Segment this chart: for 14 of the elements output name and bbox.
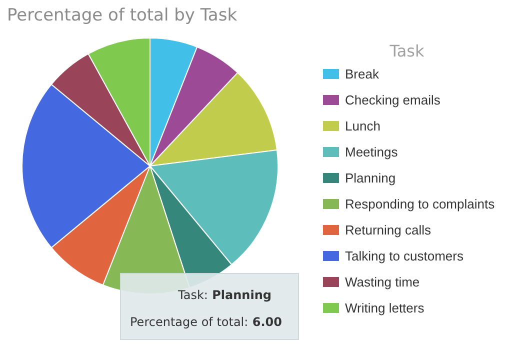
legend-label: Returning calls <box>345 222 432 238</box>
legend-label: Meetings <box>345 144 398 160</box>
text: Percentage of total: 6.00 <box>130 315 282 329</box>
legend-title: Task <box>388 42 425 60</box>
legend-label: Checking emails <box>345 92 441 108</box>
legend-label: Talking to customers <box>345 248 464 264</box>
legend-label: Planning <box>345 170 396 186</box>
legend-label: Lunch <box>345 118 380 134</box>
text: Task: Planning <box>177 288 272 302</box>
chart-title: Percentage of total by Task <box>7 6 238 26</box>
legend-label: Wasting time <box>345 274 420 290</box>
legend-label: Break <box>345 66 380 82</box>
legend-label: Responding to complaints <box>345 196 496 212</box>
legend-label: Writing letters <box>345 300 425 316</box>
